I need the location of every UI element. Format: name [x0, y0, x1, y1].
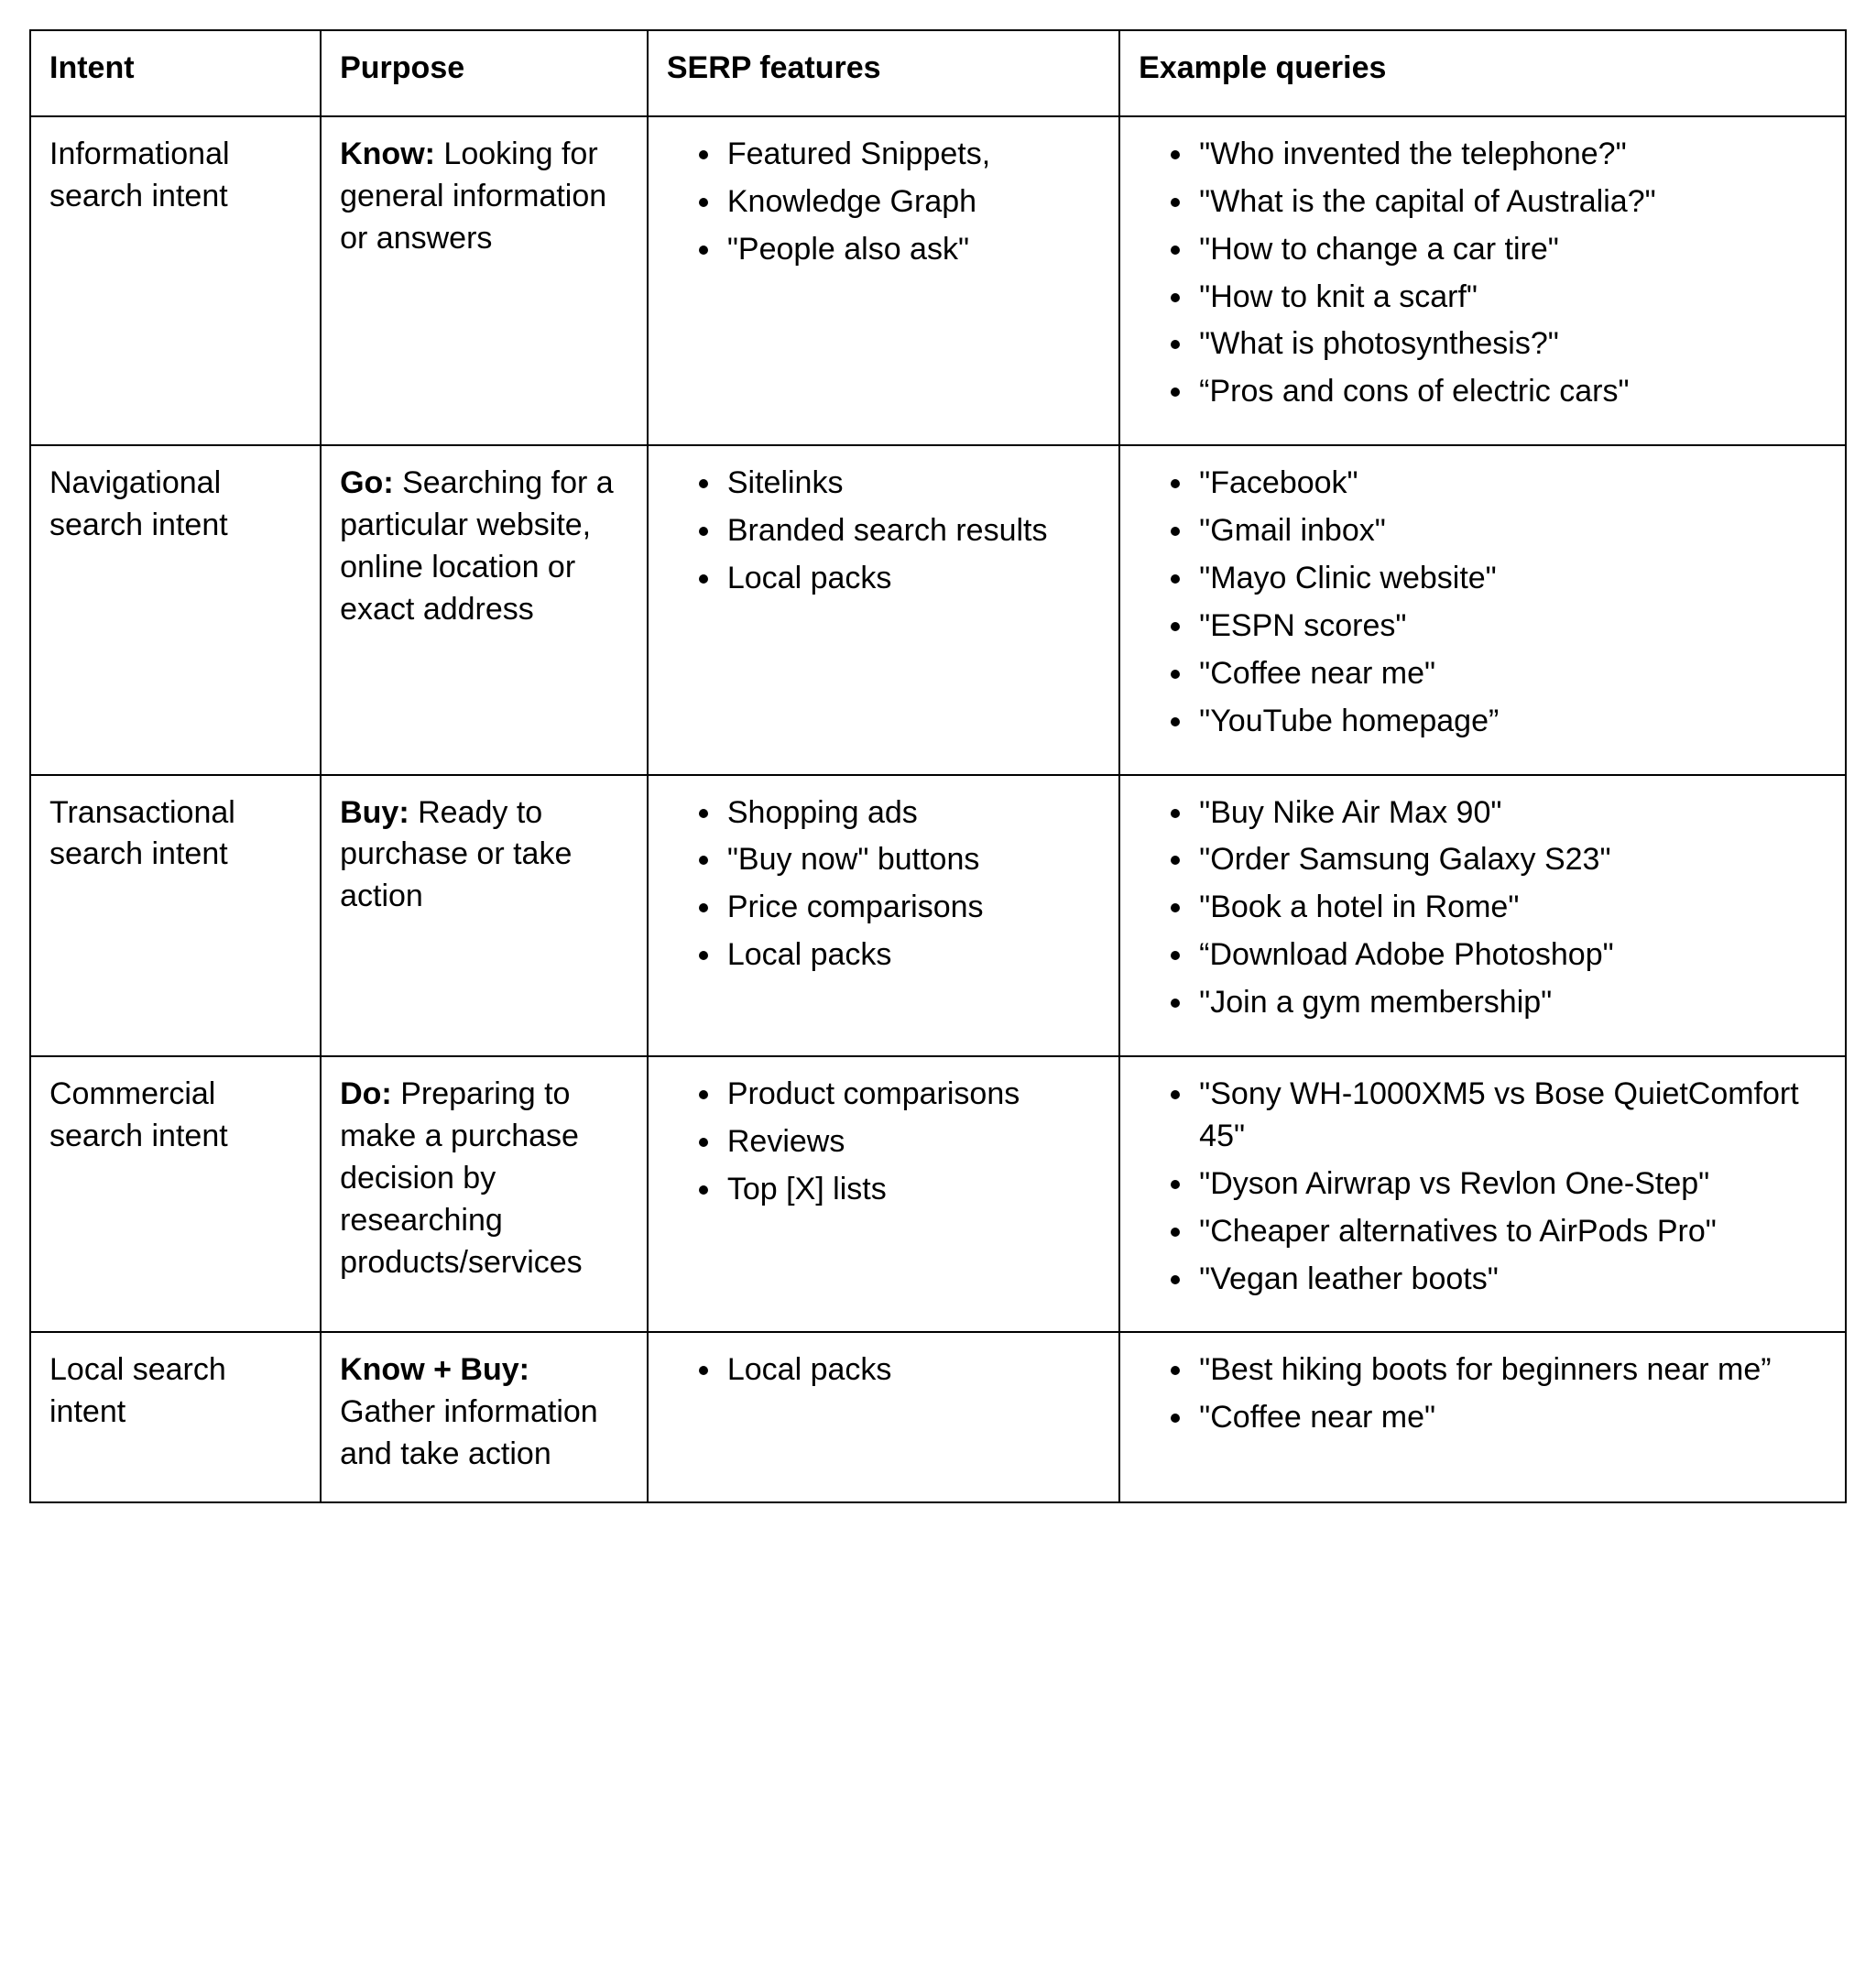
column-header: Intent	[30, 30, 321, 116]
table-header-row: IntentPurposeSERP featuresExample querie…	[30, 30, 1846, 116]
list-item: Local packs	[724, 1349, 1100, 1392]
purpose-lead: Buy:	[340, 795, 409, 830]
list-item: Featured Snippets,	[724, 134, 1100, 176]
list-item: Price comparisons	[724, 887, 1100, 929]
list-item: Local packs	[724, 934, 1100, 977]
table-row: Local search intentKnow + Buy: Gather in…	[30, 1332, 1846, 1502]
example-queries-list: "Best hiking boots for beginners near me…	[1139, 1349, 1827, 1439]
example-queries-cell: "Who invented the telephone?" "What is th…	[1119, 116, 1846, 445]
purpose-cell: Go: Searching for a particular website, …	[321, 445, 648, 774]
serp-features-cell: Featured Snippets, Knowledge Graph "People…	[648, 116, 1119, 445]
serp-features-list: Shopping ads"Buy now" buttons Price compa…	[667, 792, 1100, 977]
intent-cell: Navigational search intent	[30, 445, 321, 774]
purpose-lead: Go:	[340, 465, 394, 500]
table-row: Navigational search intentGo: Searching …	[30, 445, 1846, 774]
table-row: Informational search intentKnow: Looking…	[30, 116, 1846, 445]
list-item: "Cheaper alternatives to AirPods Pro"	[1195, 1211, 1827, 1253]
list-item: Top [X] lists	[724, 1169, 1100, 1211]
list-item: "Dyson Airwrap vs Revlon One-Step"	[1195, 1163, 1827, 1206]
list-item: "Facebook"	[1195, 463, 1827, 505]
purpose-cell: Know: Looking for general information or…	[321, 116, 648, 445]
column-header: SERP features	[648, 30, 1119, 116]
example-queries-list: "Who invented the telephone?" "What is th…	[1139, 134, 1827, 413]
list-item: "Join a gym membership"	[1195, 982, 1827, 1024]
purpose-lead: Do:	[340, 1076, 392, 1111]
example-queries-list: "Sony WH-1000XM5 vs Bose QuietComfort 45…	[1139, 1074, 1827, 1300]
purpose-lead: Know:	[340, 136, 435, 171]
list-item: "ESPN scores"	[1195, 606, 1827, 648]
list-item: "Who invented the telephone?"	[1195, 134, 1827, 176]
list-item: Branded search results	[724, 510, 1100, 552]
list-item: “Pros and cons of electric cars"	[1195, 371, 1827, 413]
purpose-lead: Know + Buy:	[340, 1352, 529, 1387]
intent-cell: Informational search intent	[30, 116, 321, 445]
example-queries-list: "Facebook" "Gmail inbox" "Mayo Clinic webs…	[1139, 463, 1827, 742]
purpose-cell: Buy: Ready to purchase or take action	[321, 775, 648, 1056]
list-item: "Vegan leather boots"	[1195, 1259, 1827, 1301]
list-item: "Coffee near me"	[1195, 653, 1827, 695]
list-item: "Sony WH-1000XM5 vs Bose QuietComfort 45…	[1195, 1074, 1827, 1158]
serp-features-list: Featured Snippets, Knowledge Graph "People…	[667, 134, 1100, 271]
example-queries-list: "Buy Nike Air Max 90""Order Samsung Gala…	[1139, 792, 1827, 1024]
list-item: Shopping ads	[724, 792, 1100, 835]
list-item: "Coffee near me"	[1195, 1397, 1827, 1439]
intent-cell: Commercial search intent	[30, 1056, 321, 1332]
list-item: "Book a hotel in Rome"	[1195, 887, 1827, 929]
list-item: Sitelinks	[724, 463, 1100, 505]
list-item: Local packs	[724, 558, 1100, 600]
list-item: "Buy Nike Air Max 90"	[1195, 792, 1827, 835]
search-intent-table: IntentPurposeSERP featuresExample querie…	[29, 29, 1847, 1503]
list-item: "Best hiking boots for beginners near me…	[1195, 1349, 1827, 1392]
example-queries-cell: "Facebook" "Gmail inbox" "Mayo Clinic webs…	[1119, 445, 1846, 774]
list-item: "What is the capital of Australia?"	[1195, 181, 1827, 224]
intent-cell: Local search intent	[30, 1332, 321, 1502]
list-item: "Order Samsung Galaxy S23"	[1195, 839, 1827, 881]
example-queries-cell: "Sony WH-1000XM5 vs Bose QuietComfort 45…	[1119, 1056, 1846, 1332]
list-item: "Buy now" buttons	[724, 839, 1100, 881]
purpose-cell: Know + Buy: Gather information and take …	[321, 1332, 648, 1502]
list-item: “Download Adobe Photoshop"	[1195, 934, 1827, 977]
list-item: "YouTube homepage”	[1195, 701, 1827, 743]
example-queries-cell: "Best hiking boots for beginners near me…	[1119, 1332, 1846, 1502]
list-item: "How to change a car tire"	[1195, 229, 1827, 271]
list-item: "Mayo Clinic website"	[1195, 558, 1827, 600]
column-header: Purpose	[321, 30, 648, 116]
list-item: "What is photosynthesis?"	[1195, 323, 1827, 366]
purpose-rest: Gather information and take action	[340, 1394, 598, 1471]
serp-features-list: Local packs	[667, 1349, 1100, 1392]
serp-features-cell: Local packs	[648, 1332, 1119, 1502]
serp-features-list: Product comparisons Reviews Top [X] lists	[667, 1074, 1100, 1211]
table-row: Transactional search intentBuy: Ready to…	[30, 775, 1846, 1056]
list-item: "Gmail inbox"	[1195, 510, 1827, 552]
list-item: Product comparisons	[724, 1074, 1100, 1116]
intent-cell: Transactional search intent	[30, 775, 321, 1056]
table-row: Commercial search intentDo: Preparing to…	[30, 1056, 1846, 1332]
list-item: Knowledge Graph	[724, 181, 1100, 224]
serp-features-list: Sitelinks Branded search results Local pac…	[667, 463, 1100, 600]
serp-features-cell: Sitelinks Branded search results Local pac…	[648, 445, 1119, 774]
example-queries-cell: "Buy Nike Air Max 90""Order Samsung Gala…	[1119, 775, 1846, 1056]
purpose-cell: Do: Preparing to make a purchase decisio…	[321, 1056, 648, 1332]
list-item: "People also ask"	[724, 229, 1100, 271]
column-header: Example queries	[1119, 30, 1846, 116]
list-item: Reviews	[724, 1121, 1100, 1163]
serp-features-cell: Product comparisons Reviews Top [X] lists	[648, 1056, 1119, 1332]
serp-features-cell: Shopping ads"Buy now" buttons Price compa…	[648, 775, 1119, 1056]
list-item: "How to knit a scarf"	[1195, 277, 1827, 319]
